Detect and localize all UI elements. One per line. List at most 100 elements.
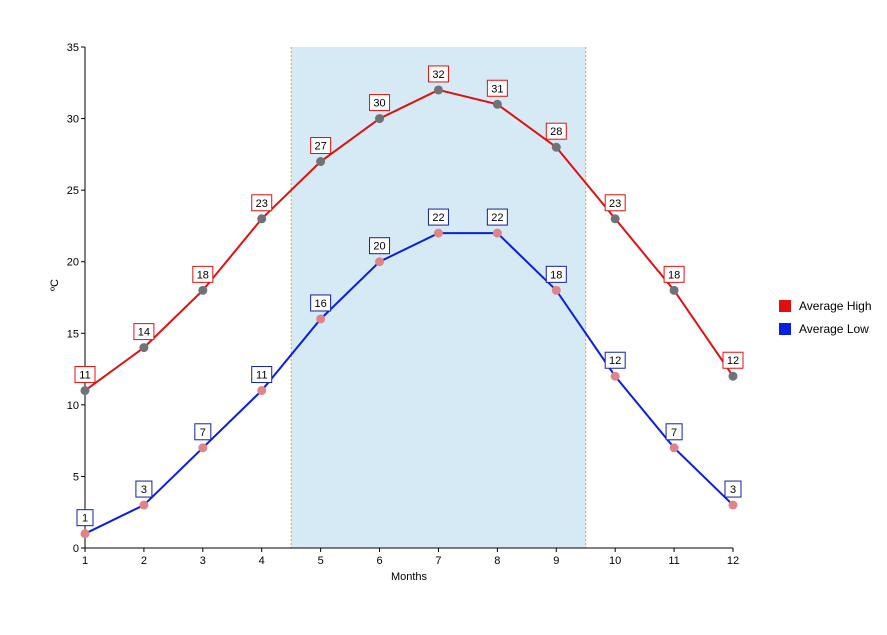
- data-point-average-high: [728, 371, 738, 381]
- data-point-average-high: [139, 343, 149, 353]
- data-point-average-low: [669, 443, 679, 453]
- data-label-box: [724, 480, 742, 498]
- highlight-band-layer: [290, 47, 587, 548]
- x-tick-label: 3: [200, 555, 206, 567]
- data-label-text: 27: [315, 141, 327, 153]
- data-label-text: 18: [550, 269, 562, 281]
- data-point-average-high: [551, 142, 561, 152]
- data-label-text: 28: [550, 126, 562, 138]
- data-point-average-high: [433, 85, 443, 95]
- data-label-average-low: 3: [135, 480, 153, 498]
- data-point-average-low: [80, 529, 90, 539]
- x-tick-label: 9: [553, 555, 559, 567]
- legend-label: Average High: [799, 299, 872, 313]
- y-tick-label: 0: [73, 543, 79, 555]
- x-tick-label: 7: [435, 555, 441, 567]
- x-tick-label: 2: [141, 555, 147, 567]
- data-label-box: [74, 366, 96, 384]
- data-point-average-high: [198, 285, 208, 295]
- data-label-text: 16: [315, 298, 327, 310]
- data-label-text: 14: [138, 327, 150, 339]
- data-label-box: [194, 423, 212, 441]
- data-label-text: 1: [82, 513, 88, 525]
- legend-swatch: [779, 323, 791, 335]
- data-label-average-high: 23: [251, 194, 273, 212]
- data-label-average-low: 11: [251, 366, 273, 384]
- data-label-box: [545, 265, 567, 283]
- data-label-box: [486, 208, 508, 226]
- data-label-box: [369, 94, 391, 112]
- data-label-average-high: 30: [369, 94, 391, 112]
- data-label-average-low: 16: [310, 294, 332, 312]
- x-tick-label: 11: [668, 555, 679, 567]
- data-label-box: [76, 509, 94, 527]
- data-label-text: 22: [432, 212, 444, 224]
- data-label-text: 22: [491, 212, 503, 224]
- data-label-average-low: 18: [545, 265, 567, 283]
- data-label-average-high: 32: [427, 65, 449, 83]
- x-axis-title: Months: [391, 571, 428, 583]
- highlight-band: [291, 47, 586, 548]
- data-label-box: [310, 137, 332, 155]
- data-label-text: 31: [491, 83, 503, 95]
- x-tick-label: 12: [727, 555, 739, 567]
- data-label-text: 3: [141, 484, 147, 496]
- data-point-average-low: [728, 500, 738, 510]
- data-point-average-low: [375, 257, 385, 267]
- data-label-average-high: 12: [722, 351, 744, 369]
- data-label-text: 11: [79, 370, 90, 382]
- data-label-box: [427, 65, 449, 83]
- data-label-text: 3: [730, 484, 736, 496]
- data-label-box: [665, 423, 683, 441]
- data-point-average-low: [257, 386, 267, 396]
- x-tick-label: 5: [318, 555, 324, 567]
- data-label-text: 23: [256, 198, 268, 210]
- data-label-box: [310, 294, 332, 312]
- data-label-average-high: 28: [545, 122, 567, 140]
- data-label-box: [192, 265, 214, 283]
- data-point-average-high: [492, 99, 502, 109]
- data-labels-layer: 11 14 18 23 27 30 32 31 28 23 18 12 1 3 7 11 16 20 22 22 18 1…: [74, 65, 744, 527]
- data-label-average-low: 1: [76, 509, 94, 527]
- x-tick-label: 8: [494, 555, 500, 567]
- data-label-text: 12: [609, 355, 621, 367]
- data-point-average-low: [316, 314, 326, 324]
- y-tick-label: 35: [67, 42, 79, 54]
- data-label-average-high: 27: [310, 137, 332, 155]
- data-point-average-high: [669, 285, 679, 295]
- data-point-average-high: [375, 114, 385, 124]
- data-label-average-low: 22: [486, 208, 508, 226]
- data-label-box: [133, 323, 155, 341]
- y-tick-label: 30: [67, 114, 79, 126]
- data-label-average-low: 20: [369, 237, 391, 255]
- y-axis-title: ºC: [49, 279, 61, 291]
- data-label-box: [722, 351, 744, 369]
- data-label-box: [604, 194, 626, 212]
- data-label-text: 30: [373, 98, 385, 110]
- data-label-average-high: 31: [486, 79, 508, 97]
- data-label-average-high: 23: [604, 194, 626, 212]
- y-tick-label: 10: [67, 400, 79, 412]
- data-label-box: [369, 237, 391, 255]
- data-label-average-low: 3: [724, 480, 742, 498]
- data-label-text: 23: [609, 198, 621, 210]
- data-label-text: 11: [256, 370, 267, 382]
- data-label-average-low: 12: [604, 351, 626, 369]
- data-point-average-high: [257, 214, 267, 224]
- data-label-text: 20: [373, 241, 385, 253]
- data-label-box: [251, 194, 273, 212]
- data-label-box: [135, 480, 153, 498]
- x-tick-label: 10: [609, 555, 621, 567]
- legend-swatch: [779, 300, 791, 312]
- data-label-text: 18: [197, 269, 209, 281]
- data-label-average-high: 14: [133, 323, 155, 341]
- data-label-average-high: 11: [74, 366, 96, 384]
- data-label-text: 12: [727, 355, 739, 367]
- axes: [84, 47, 733, 549]
- data-label-average-low: 7: [665, 423, 683, 441]
- data-point-average-low: [433, 228, 443, 238]
- legend: Average High Average Low: [779, 299, 872, 336]
- data-point-average-high: [316, 157, 326, 167]
